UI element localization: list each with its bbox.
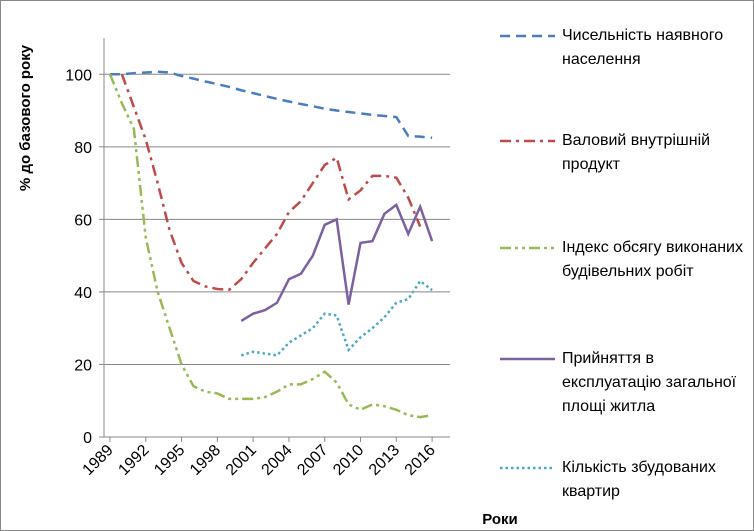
x-tick-label: 2001: [223, 442, 260, 479]
series-line: [108, 73, 433, 419]
x-tick-label: 2007: [294, 442, 331, 479]
legend-label: Прийняття в експлуатацію загальної площі…: [562, 350, 737, 415]
legend-label: Валовий внутрішній продукт: [562, 132, 711, 173]
y-tick-label: 80: [74, 140, 92, 157]
series-line: [240, 202, 434, 322]
legend-label: Чисельність наявного населення: [562, 27, 724, 68]
x-tick-label: 1989: [80, 442, 117, 479]
x-tick-label: 2004: [259, 442, 296, 479]
legend-label: Індекс обсягу виконаних будівельних робі…: [562, 239, 743, 280]
series-line: [109, 70, 433, 139]
x-tick-label: 1995: [151, 442, 188, 479]
legend-label: Кількість збудованих квартир: [562, 459, 716, 500]
y-tick-label: 0: [83, 430, 92, 447]
x-tick-label: 1998: [187, 442, 224, 479]
y-tick-label: 40: [74, 285, 92, 302]
x-tick-label: 1992: [115, 442, 152, 479]
series-line: [120, 73, 422, 292]
y-axis-title: % до базового року: [17, 44, 34, 191]
y-tick-label: 20: [74, 357, 92, 374]
x-tick-label: 2010: [330, 442, 367, 479]
series-line: [240, 279, 433, 357]
x-axis-title: Роки: [482, 511, 518, 528]
y-tick-label: 60: [74, 212, 92, 229]
x-tick-label: 2013: [366, 442, 403, 479]
y-tick-label: 100: [65, 67, 92, 84]
x-tick-label: 2016: [402, 442, 439, 479]
